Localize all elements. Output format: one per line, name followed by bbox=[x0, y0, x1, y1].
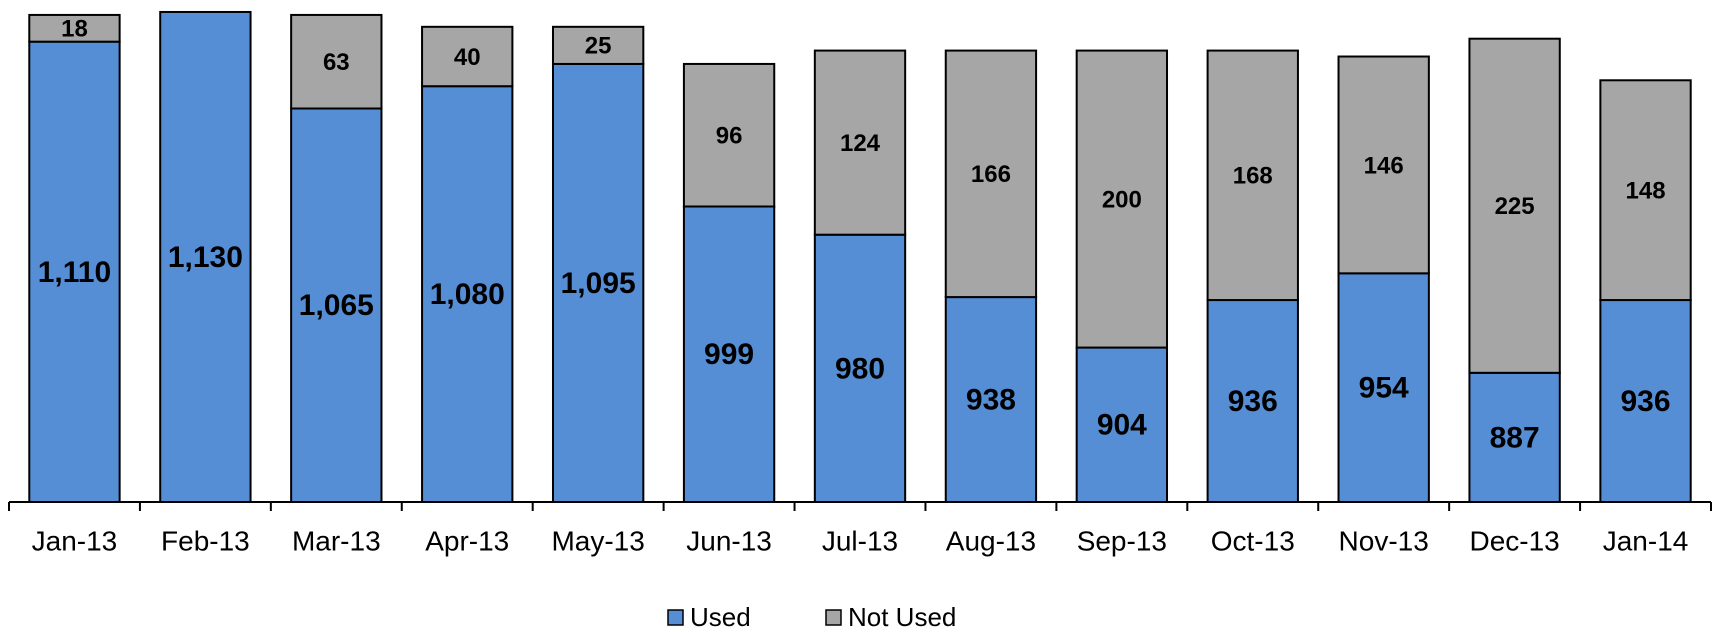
bar-segment bbox=[551, 25, 645, 65]
data-label: 1,130 bbox=[168, 241, 243, 274]
legend-swatch bbox=[667, 609, 684, 626]
x-tick-label: Sep-13 bbox=[1077, 525, 1167, 556]
data-label: 96 bbox=[716, 123, 743, 150]
x-tick-label: Nov-13 bbox=[1339, 525, 1429, 556]
x-tick-label: May-13 bbox=[551, 525, 644, 556]
bar-segment bbox=[944, 49, 1038, 299]
x-tick-label: Jan-14 bbox=[1603, 525, 1689, 556]
bar-segment bbox=[813, 233, 907, 503]
x-tick-label: Dec-13 bbox=[1469, 525, 1559, 556]
data-label: 146 bbox=[1364, 152, 1404, 179]
bar-segment bbox=[159, 10, 252, 503]
data-label: 999 bbox=[704, 338, 754, 371]
bar-segment bbox=[682, 62, 776, 208]
legend-label: Used bbox=[690, 602, 751, 632]
bar-segment bbox=[1599, 79, 1692, 302]
x-tick-label: Jul-13 bbox=[822, 525, 898, 556]
data-label: 1,110 bbox=[38, 256, 111, 289]
data-label: 166 bbox=[971, 161, 1011, 188]
bar-segment bbox=[1075, 346, 1169, 503]
data-label: 954 bbox=[1359, 372, 1409, 405]
data-label: 40 bbox=[454, 44, 481, 71]
data-label: 904 bbox=[1097, 409, 1147, 442]
bar-segment bbox=[1468, 37, 1561, 374]
bar-segment bbox=[290, 107, 383, 503]
data-label: 63 bbox=[323, 49, 350, 76]
data-label: 168 bbox=[1233, 163, 1273, 190]
x-tick-label: Aug-13 bbox=[946, 525, 1036, 556]
bar-segment bbox=[1599, 299, 1692, 503]
data-label: 887 bbox=[1490, 421, 1540, 454]
bar-segment bbox=[421, 85, 514, 504]
bar-segment bbox=[1337, 55, 1430, 275]
bar-segment bbox=[1337, 272, 1430, 503]
bar-segment bbox=[551, 62, 645, 503]
legend-label: Not Used bbox=[848, 602, 956, 632]
data-label: 225 bbox=[1495, 193, 1535, 220]
data-label: 200 bbox=[1102, 186, 1142, 213]
bar-segment bbox=[1206, 299, 1299, 503]
data-label: 936 bbox=[1228, 385, 1278, 418]
x-tick-label: Feb-13 bbox=[161, 525, 250, 556]
data-label: 25 bbox=[585, 33, 612, 60]
data-label: 938 bbox=[966, 383, 1016, 416]
legend-swatch bbox=[825, 609, 842, 626]
bar-segment bbox=[421, 25, 514, 88]
data-label: 18 bbox=[61, 16, 88, 43]
data-label: 936 bbox=[1621, 385, 1671, 418]
data-label: 148 bbox=[1626, 178, 1666, 205]
x-tick-label: Mar-13 bbox=[292, 525, 381, 556]
bar-segment bbox=[28, 13, 121, 43]
bar-segment bbox=[1206, 49, 1299, 302]
bar-segment bbox=[1075, 49, 1169, 349]
data-label: 1,095 bbox=[561, 267, 636, 300]
bar-segment bbox=[682, 205, 776, 504]
data-label: 124 bbox=[840, 130, 881, 157]
data-label: 1,080 bbox=[430, 278, 505, 311]
bar-segment bbox=[290, 13, 383, 110]
x-tick-label: Jan-13 bbox=[32, 525, 118, 556]
bar-segment bbox=[813, 49, 907, 236]
data-label: 980 bbox=[835, 352, 885, 385]
bar-segment bbox=[28, 40, 121, 504]
data-label: 1,065 bbox=[299, 289, 374, 322]
x-tick-label: Oct-13 bbox=[1211, 525, 1295, 556]
x-tick-label: Jun-13 bbox=[686, 525, 772, 556]
x-tick-label: Apr-13 bbox=[425, 525, 509, 556]
